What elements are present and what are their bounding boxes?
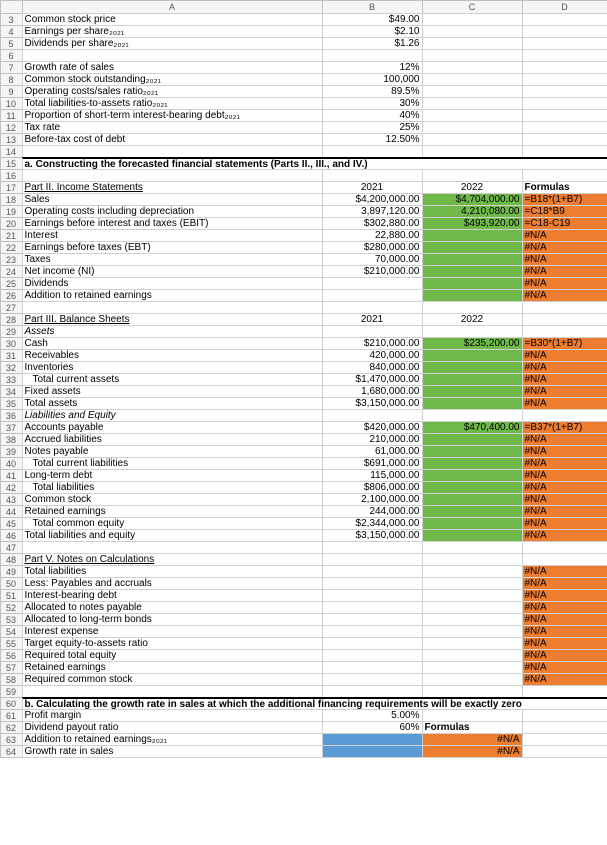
- cell-c[interactable]: #N/A: [422, 745, 523, 758]
- col-header[interactable]: A: [22, 0, 323, 14]
- row-header[interactable]: 64: [0, 745, 23, 758]
- col-header[interactable]: C: [422, 0, 523, 14]
- cell-a[interactable]: Growth rate in sales: [22, 745, 323, 758]
- cell-b[interactable]: [322, 745, 423, 758]
- col-header[interactable]: [0, 0, 23, 14]
- col-header[interactable]: D: [522, 0, 607, 14]
- spreadsheet-grid[interactable]: ABCD3Common stock price$49.004Earnings p…: [0, 0, 607, 757]
- cell-d[interactable]: [522, 745, 607, 758]
- col-header[interactable]: B: [322, 0, 423, 14]
